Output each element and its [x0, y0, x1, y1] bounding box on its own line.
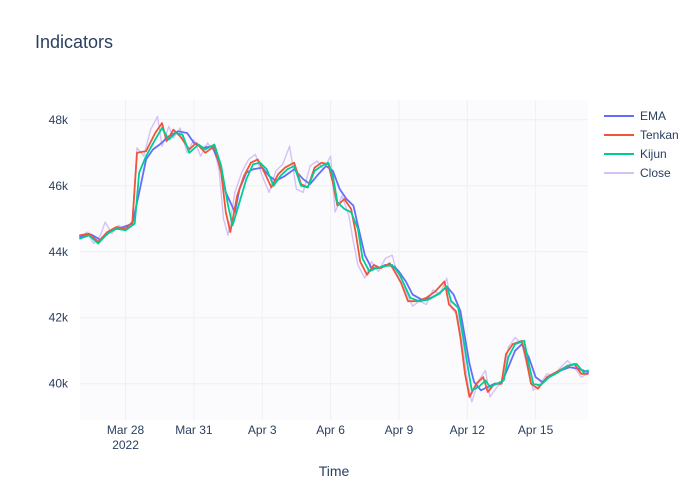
- x-tick-label: Apr 15: [518, 423, 554, 437]
- legend-item-close[interactable]: Close: [604, 166, 671, 180]
- legend-label: EMA: [640, 109, 666, 123]
- legend: EMA Tenkan Kijun Close: [604, 109, 679, 180]
- x-tick-label: Apr 3: [248, 423, 277, 437]
- series-line-kijun: [79, 127, 589, 392]
- legend-item-kijun[interactable]: Kijun: [604, 147, 667, 161]
- legend-label: Kijun: [640, 147, 667, 161]
- legend-item-tenkan[interactable]: Tenkan: [604, 128, 679, 142]
- legend-label: Tenkan: [640, 128, 679, 142]
- x-tick-label: Mar 31: [175, 423, 213, 437]
- y-tick-label: 44k: [49, 245, 69, 259]
- y-tick-label: 46k: [49, 179, 69, 193]
- y-tick-label: 40k: [49, 377, 69, 391]
- x-tick-label: Apr 9: [385, 423, 414, 437]
- legend-label: Close: [640, 166, 671, 180]
- y-tick-label: 48k: [49, 113, 69, 127]
- y-tick-label: 42k: [49, 311, 69, 325]
- x-tick-label: Apr 12: [450, 423, 486, 437]
- x-tick-label: Apr 6: [316, 423, 345, 437]
- legend-item-ema[interactable]: EMA: [604, 109, 666, 123]
- x-axis-title: Time: [319, 463, 350, 479]
- x-tick-label: Mar 28: [107, 423, 145, 437]
- chart-title: Indicators: [35, 32, 114, 52]
- series-line-tenkan: [79, 122, 589, 398]
- x-tick-sublabel: 2022: [112, 438, 139, 452]
